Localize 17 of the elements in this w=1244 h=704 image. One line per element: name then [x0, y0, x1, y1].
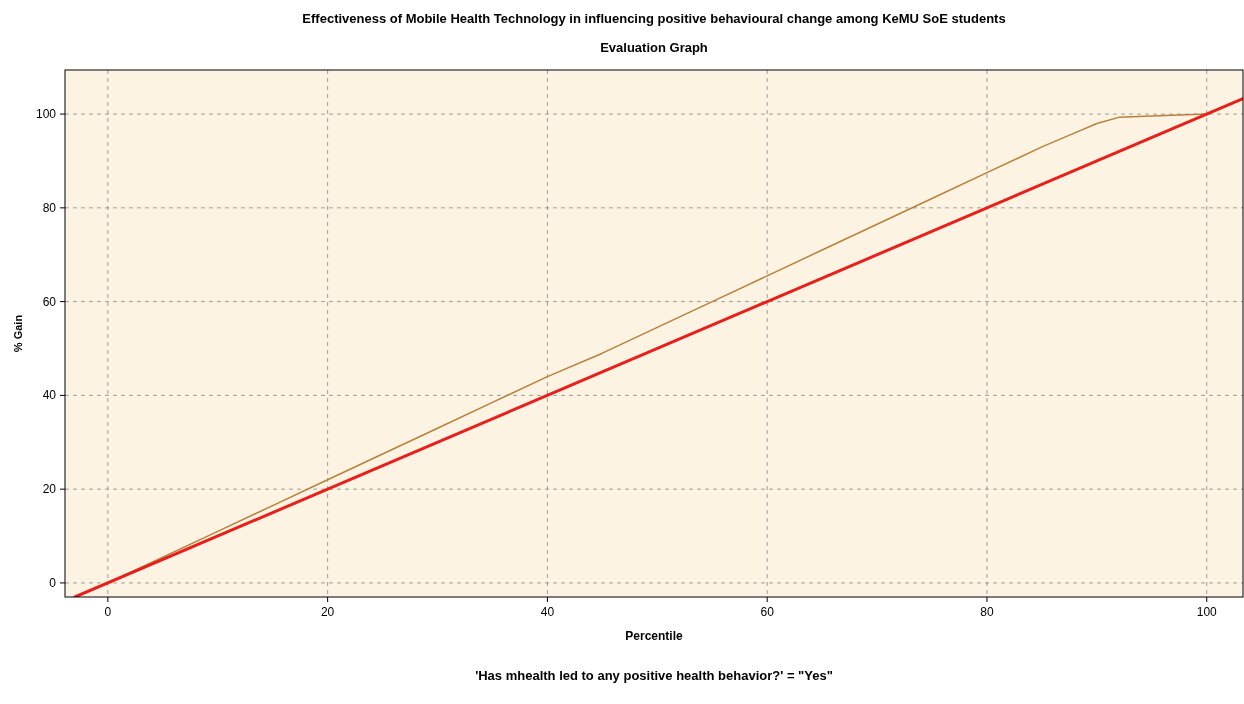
chart-title: Effectiveness of Mobile Health Technology in influencing positive behavioural change among KeMU SoE students	[302, 11, 1006, 26]
x-tick-label: 0	[104, 605, 112, 619]
y-axis-title: % Gain	[12, 314, 24, 353]
y-tick-label: 20	[42, 482, 57, 497]
x-axis-title: Percentile	[625, 629, 683, 643]
y-tick-label: 60	[42, 294, 57, 309]
y-tick-label: 40	[42, 388, 57, 403]
x-tick-label: 20	[320, 605, 335, 619]
x-tick-label: 100	[1196, 605, 1218, 619]
y-tick-label: 80	[42, 200, 57, 215]
chart-subtitle: Evaluation Graph	[600, 40, 708, 55]
x-tick-label: 80	[980, 605, 994, 619]
text: 'Has mhealth led to any positive health behavior?' = "Yes"	[475, 668, 833, 683]
x-tick-label: 60	[760, 605, 775, 619]
y-tick-label: 100	[35, 107, 57, 122]
y-tick-label: 0	[49, 575, 57, 590]
x-tick-label: 40	[540, 605, 555, 619]
